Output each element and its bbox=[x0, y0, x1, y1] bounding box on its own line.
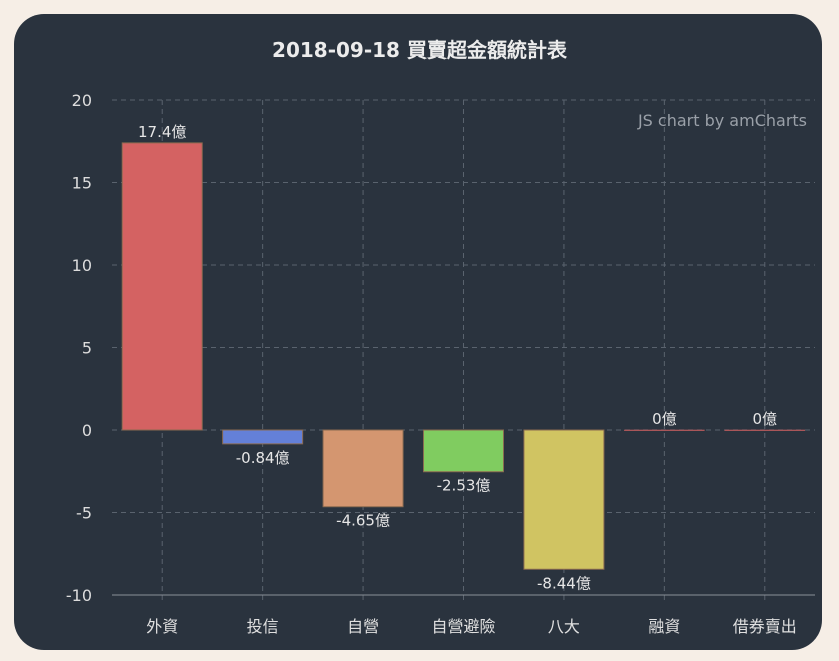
y-tick-label: 0 bbox=[82, 421, 92, 440]
amcharts-credit-link[interactable]: JS chart by amCharts bbox=[637, 111, 807, 130]
y-tick-label: 5 bbox=[82, 339, 92, 358]
data-label: 0億 bbox=[753, 410, 778, 428]
bar-外資 bbox=[121, 142, 203, 431]
y-tick-label: -5 bbox=[76, 504, 92, 523]
bar-投信 bbox=[222, 429, 304, 445]
data-label: -4.65億 bbox=[336, 512, 390, 530]
y-tick-label: 15 bbox=[72, 174, 92, 193]
data-label: -0.84億 bbox=[236, 449, 290, 467]
chart-title: 2018-09-18 買賣超金額統計表 bbox=[272, 38, 567, 62]
data-label: -2.53億 bbox=[437, 477, 491, 495]
data-label: 0億 bbox=[652, 410, 677, 428]
x-tick-label: 借券賣出 bbox=[733, 617, 797, 636]
x-tick-label: 八大 bbox=[548, 617, 580, 636]
x-tick-label: 自營避險 bbox=[431, 617, 495, 636]
x-tick-label: 融資 bbox=[648, 617, 680, 636]
data-label: 17.4億 bbox=[138, 123, 186, 141]
x-tick-label: 投信 bbox=[247, 617, 279, 636]
x-tick-label: 自營 bbox=[347, 617, 379, 636]
bar-借券賣出 bbox=[724, 429, 806, 431]
y-tick-label: 20 bbox=[72, 91, 92, 110]
x-tick-label: 外資 bbox=[146, 617, 178, 636]
bar-自營避險 bbox=[423, 429, 504, 473]
bar-八大 bbox=[523, 429, 605, 570]
data-label: -8.44億 bbox=[537, 574, 591, 592]
y-tick-label: 10 bbox=[72, 256, 92, 275]
bar-融資 bbox=[624, 429, 705, 431]
y-tick-label: -10 bbox=[66, 586, 92, 605]
bar-自營 bbox=[322, 429, 404, 508]
